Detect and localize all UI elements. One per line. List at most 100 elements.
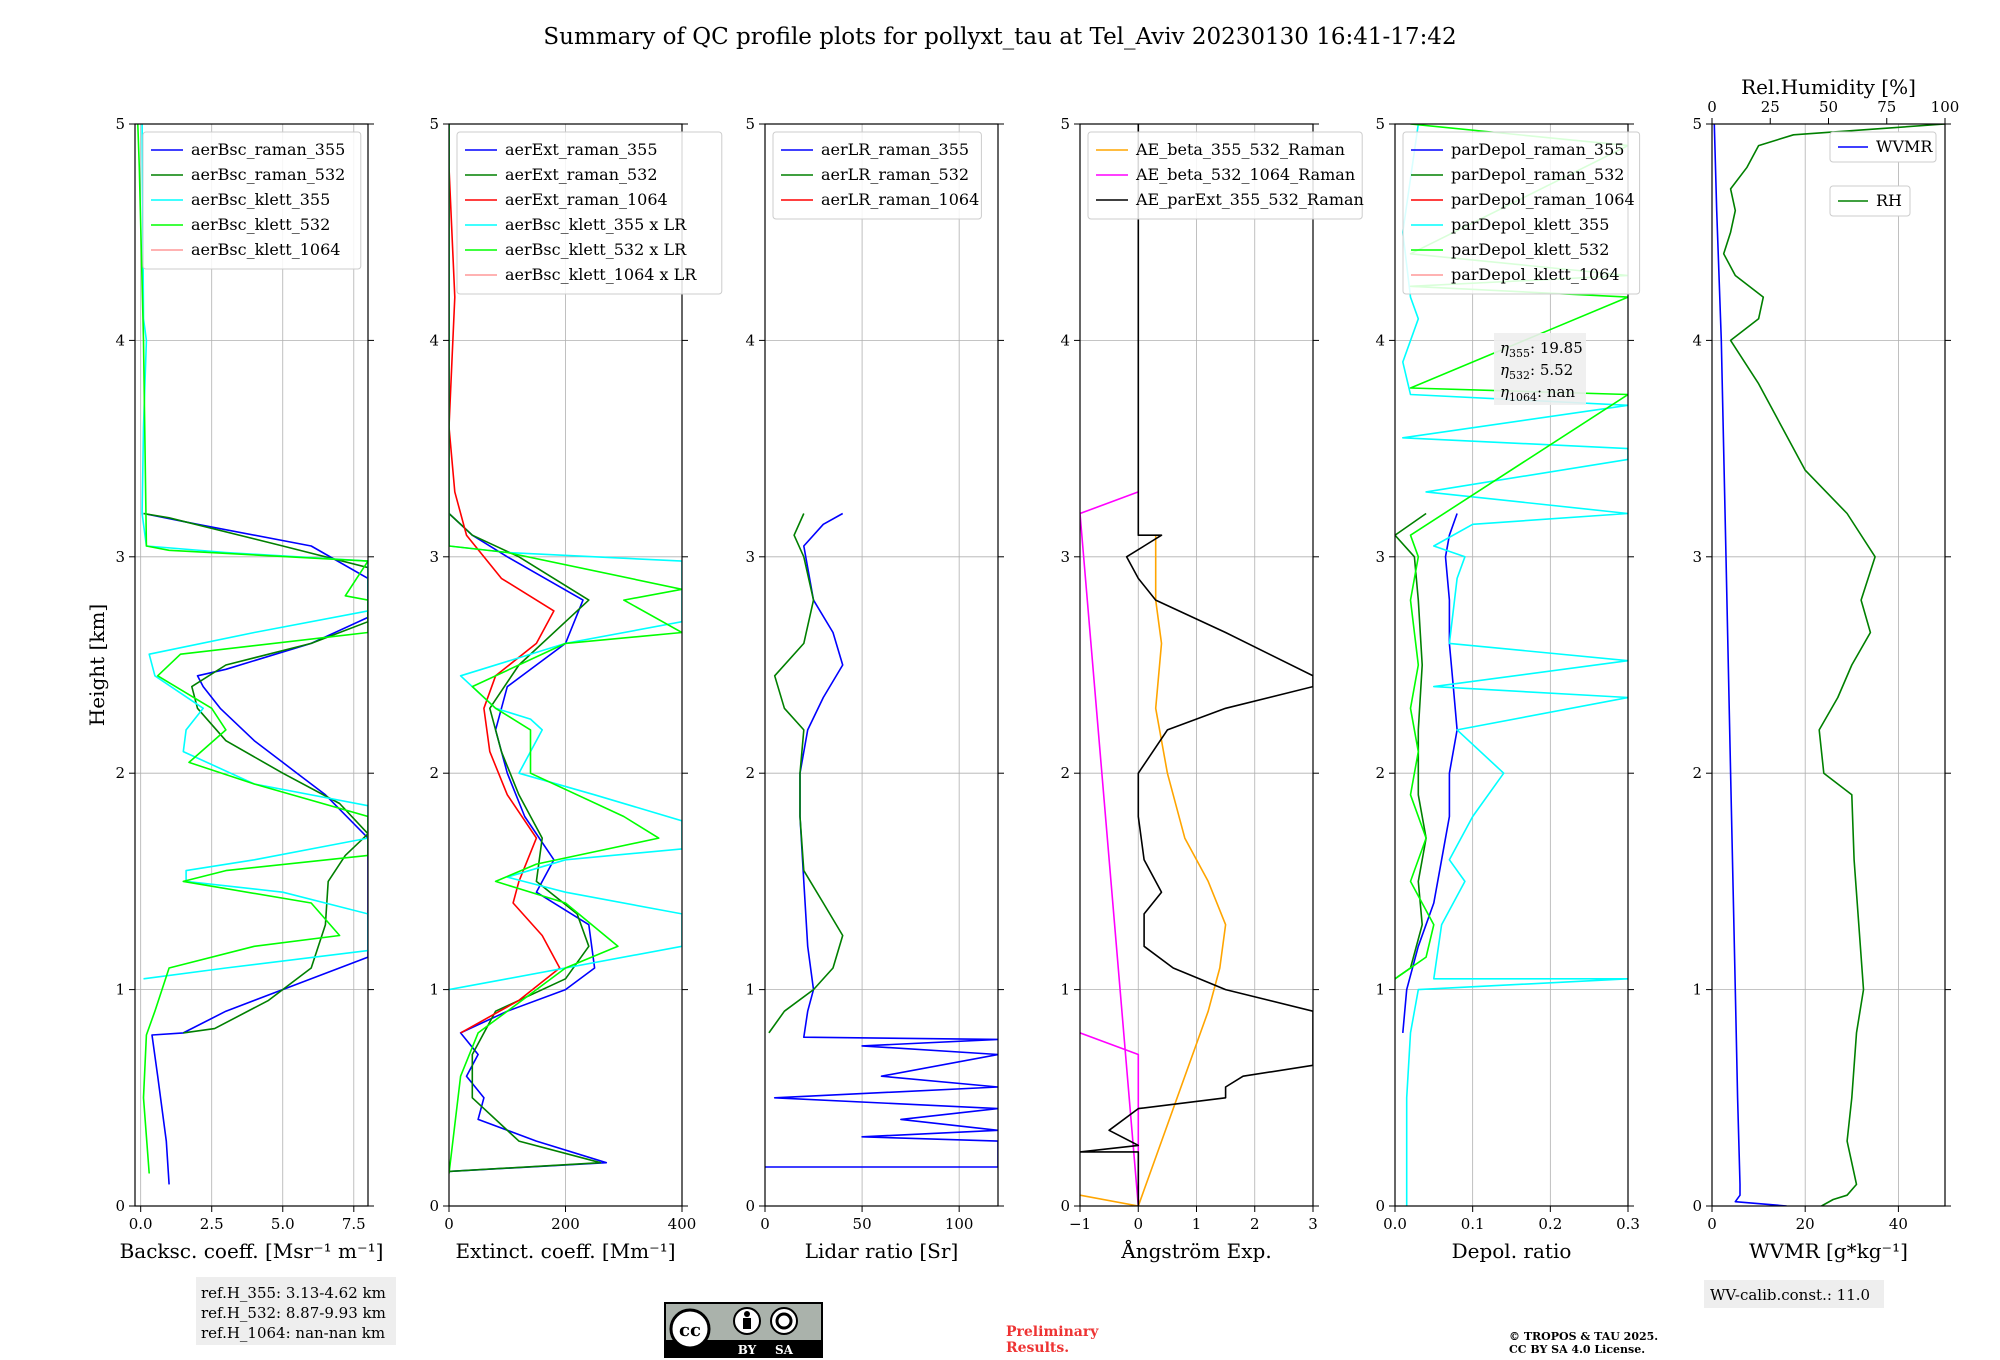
legend-label: AE_parExt_355_532_Raman (1135, 190, 1364, 209)
series-aerBsc_raman_532 (143, 512, 368, 1034)
y-tick-label: 3 (429, 548, 439, 566)
x-tick-label: 0 (444, 1215, 454, 1233)
sa-label: SA (775, 1343, 794, 1357)
series-group (1713, 124, 1945, 1206)
y-tick-label: 1 (745, 981, 755, 999)
x-tick-label: 0 (760, 1215, 770, 1233)
x-tick-label: 20 (1796, 1215, 1815, 1233)
series-aerLR_raman_532 (768, 513, 844, 1034)
legend-label: parDepol_klett_532 (1451, 240, 1609, 259)
series-AE_beta_532_1064_Raman (1080, 491, 1140, 1206)
y-axis-label: Height [km] (85, 604, 109, 726)
legend-label: aerBsc_klett_532 (191, 215, 330, 234)
x-tick-label: 5.0 (271, 1215, 295, 1233)
legend-label: aerBsc_klett_355 x LR (505, 215, 687, 234)
axes-frame (764, 123, 999, 1207)
legend-box (1087, 131, 1363, 220)
axes-frame (134, 123, 369, 1207)
refH-355: ref.H_355: 3.13-4.62 km (201, 1284, 386, 1302)
series-aerBsc_raman_355 (143, 512, 368, 1185)
refH-532: ref.H_532: 8.87-9.93 km (201, 1304, 386, 1322)
copyright-line1: © TROPOS & TAU 2025. (1509, 1330, 1658, 1343)
eta-1064: η1064: nan (1500, 383, 1575, 404)
y-tick-label: 1 (1060, 981, 1070, 999)
y-tick-label: 0 (1375, 1197, 1385, 1215)
cc-logo-text: cc (679, 1320, 701, 1341)
panel-wvmr: 0 20 40 0 1 2 3 4 5 WVMR [g*kg⁻¹] 0 25 50 75 100 Rel.Hu… (1692, 75, 1959, 1263)
y-tick-label: 3 (1375, 548, 1385, 566)
y-tick-label: 5 (115, 115, 125, 133)
y-tick-label: 2 (1060, 764, 1070, 782)
series-parDepol_klett_355 (1402, 124, 1628, 1206)
legend-label: aerLR_raman_1064 (821, 190, 979, 209)
x-axis-label: Depol. ratio (1452, 1239, 1572, 1263)
eta-box (1494, 333, 1586, 405)
top-tick-label: 50 (1819, 98, 1838, 116)
series-group (765, 512, 998, 1168)
legend-label: aerBsc_raman_355 (191, 140, 345, 159)
series-aerBsc_klett_532 x LR (449, 124, 682, 1174)
y-tick-label: 3 (115, 548, 125, 566)
y-tick-label: 1 (1692, 981, 1702, 999)
x-tick-label: 100 (945, 1215, 974, 1233)
y-tick-label: 1 (429, 981, 439, 999)
series-RH (1722, 124, 1945, 1206)
legend-label: aerExt_raman_1064 (505, 190, 668, 209)
legend-label: aerBsc_klett_1064 x LR (505, 265, 697, 284)
series-parDepol_raman_532 (1395, 512, 1427, 980)
x-tick-label: 0 (1133, 1215, 1143, 1233)
x-tick-label: 2.5 (200, 1215, 224, 1233)
eta-symbol: η (1500, 361, 1509, 379)
x-tick-label: 0.0 (129, 1215, 153, 1233)
y-tick-label: 3 (1060, 548, 1070, 566)
x-axis-label: Ångström Exp. (1120, 1238, 1271, 1263)
top-tick-label: 0 (1707, 98, 1717, 116)
y-tick-label: 5 (429, 115, 439, 133)
legend-box (772, 131, 982, 220)
series-AE_parExt_355_532_Raman (1080, 124, 1313, 1206)
legend-label: RH (1876, 191, 1902, 210)
y-tick-label: 4 (1060, 331, 1070, 349)
y-tick-label: 4 (1692, 331, 1702, 349)
panel-extinction: 0 200 400 0 1 2 3 4 5 Extinct. coeff. [Mm⁻¹] aerEx… (429, 115, 723, 1263)
sa-share-icon (770, 1307, 798, 1335)
eta-symbol: η (1500, 339, 1509, 357)
x-axis-label: Lidar ratio [Sr] (805, 1239, 959, 1263)
y-tick-label: 0 (745, 1197, 755, 1215)
legend-label: aerExt_raman_355 (505, 140, 658, 159)
cc-icon (669, 1308, 711, 1350)
top-axis-label: Rel.Humidity [%] (1741, 75, 1916, 99)
series-group (137, 124, 368, 1185)
legend-box (1829, 131, 1937, 163)
series-group (449, 124, 682, 1174)
eta-355: η355: 19.85 (1500, 339, 1583, 360)
x-axis-label: WVMR [g*kg⁻¹] (1749, 1239, 1908, 1263)
series-WVMR (1713, 124, 1787, 1206)
y-tick-label: 5 (1692, 115, 1702, 133)
legend-label: AE_beta_355_532_Raman (1135, 140, 1345, 159)
legend-label: aerLR_raman_355 (821, 140, 969, 159)
axes-frame (1394, 123, 1629, 1207)
legend-box (1829, 185, 1911, 217)
series-aerExt_raman_355 (449, 512, 608, 1173)
series-aerExt_raman_532 (449, 512, 602, 1173)
y-tick-label: 0 (1692, 1197, 1702, 1215)
panel-depol: 0.0 0.1 0.2 0.3 0 1 2 3 4 5 Depol. ratio parDepol_r… (1375, 115, 1641, 1263)
x-tick-label: 400 (668, 1215, 697, 1233)
x-tick-label: 50 (853, 1215, 872, 1233)
x-tick-label: 40 (1889, 1215, 1908, 1233)
by-label: BY (738, 1343, 757, 1357)
eta-symbol: η (1500, 383, 1509, 401)
top-tick-label: 100 (1931, 98, 1960, 116)
y-tick-label: 3 (745, 548, 755, 566)
series-aerBsc_klett_532 (137, 124, 368, 1174)
legend-label: WVMR (1876, 137, 1933, 156)
y-tick-label: 2 (115, 764, 125, 782)
refH-1064: ref.H_1064: nan-nan km (201, 1324, 385, 1342)
wv-calib-box: WV-calib.const.: 11.0 (1704, 1280, 1884, 1308)
top-tick-label: 75 (1877, 98, 1896, 116)
y-tick-label: 0 (1060, 1197, 1070, 1215)
wv-calib-text: WV-calib.const.: 11.0 (1710, 1286, 1870, 1304)
